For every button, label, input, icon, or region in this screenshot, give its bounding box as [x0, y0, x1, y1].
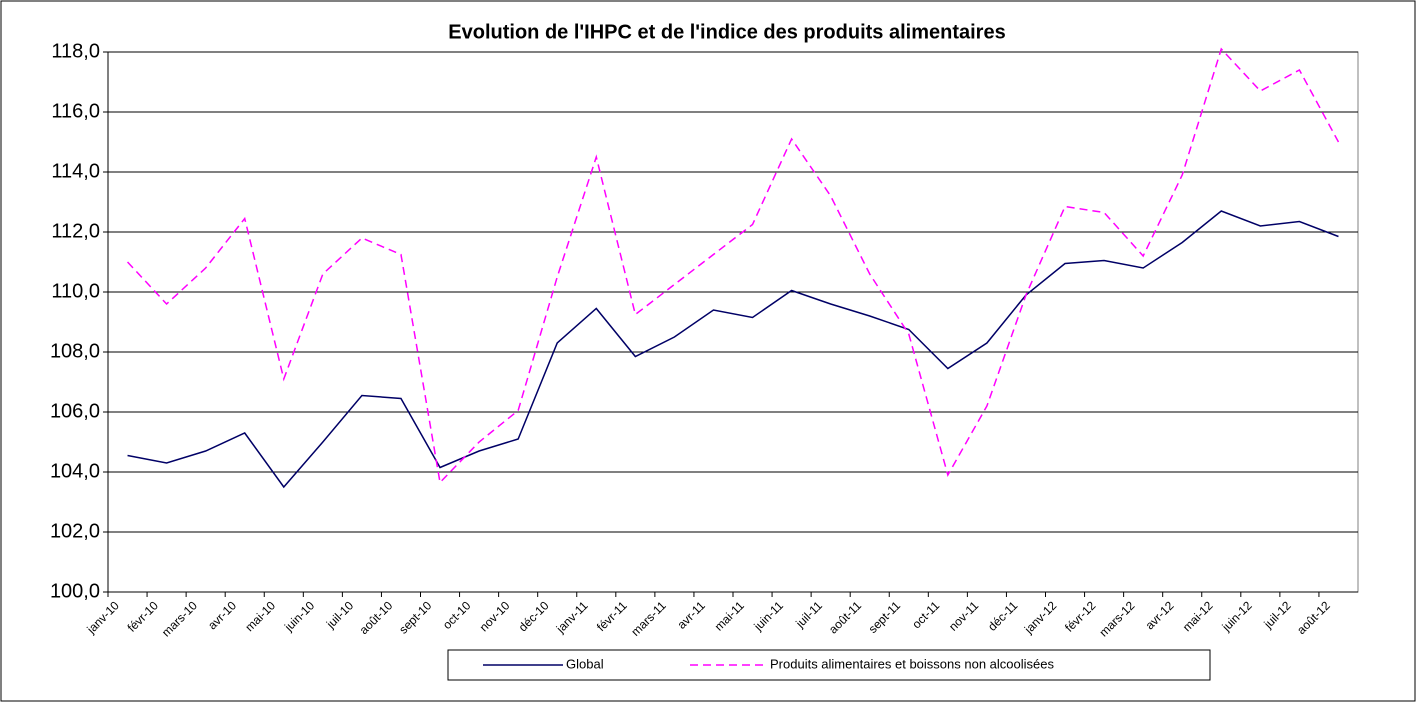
y-tick-label: 102,0: [50, 520, 100, 542]
legend-label: Produits alimentaires et boissons non al…: [770, 656, 1054, 671]
y-tick-label: 112,0: [51, 220, 100, 242]
y-tick-label: 116,0: [51, 100, 100, 122]
y-tick-label: 114,0: [51, 160, 100, 182]
plot-area: [107, 51, 1359, 593]
series-line: [126, 47, 1340, 485]
legend-box: [447, 649, 1211, 681]
legend-label: Global: [566, 656, 604, 671]
y-tick-label: 118,0: [51, 40, 100, 62]
y-tick-label: 106,0: [50, 400, 100, 422]
y-tick-label: 100,0: [50, 580, 100, 602]
series-line: [127, 210, 1339, 489]
y-tick-label: 108,0: [50, 340, 100, 362]
y-tick-label: 110,0: [51, 280, 100, 302]
chart-title: Evolution de l'IHPC et de l'indice des p…: [448, 21, 1005, 43]
y-tick-label: 104,0: [50, 460, 100, 482]
